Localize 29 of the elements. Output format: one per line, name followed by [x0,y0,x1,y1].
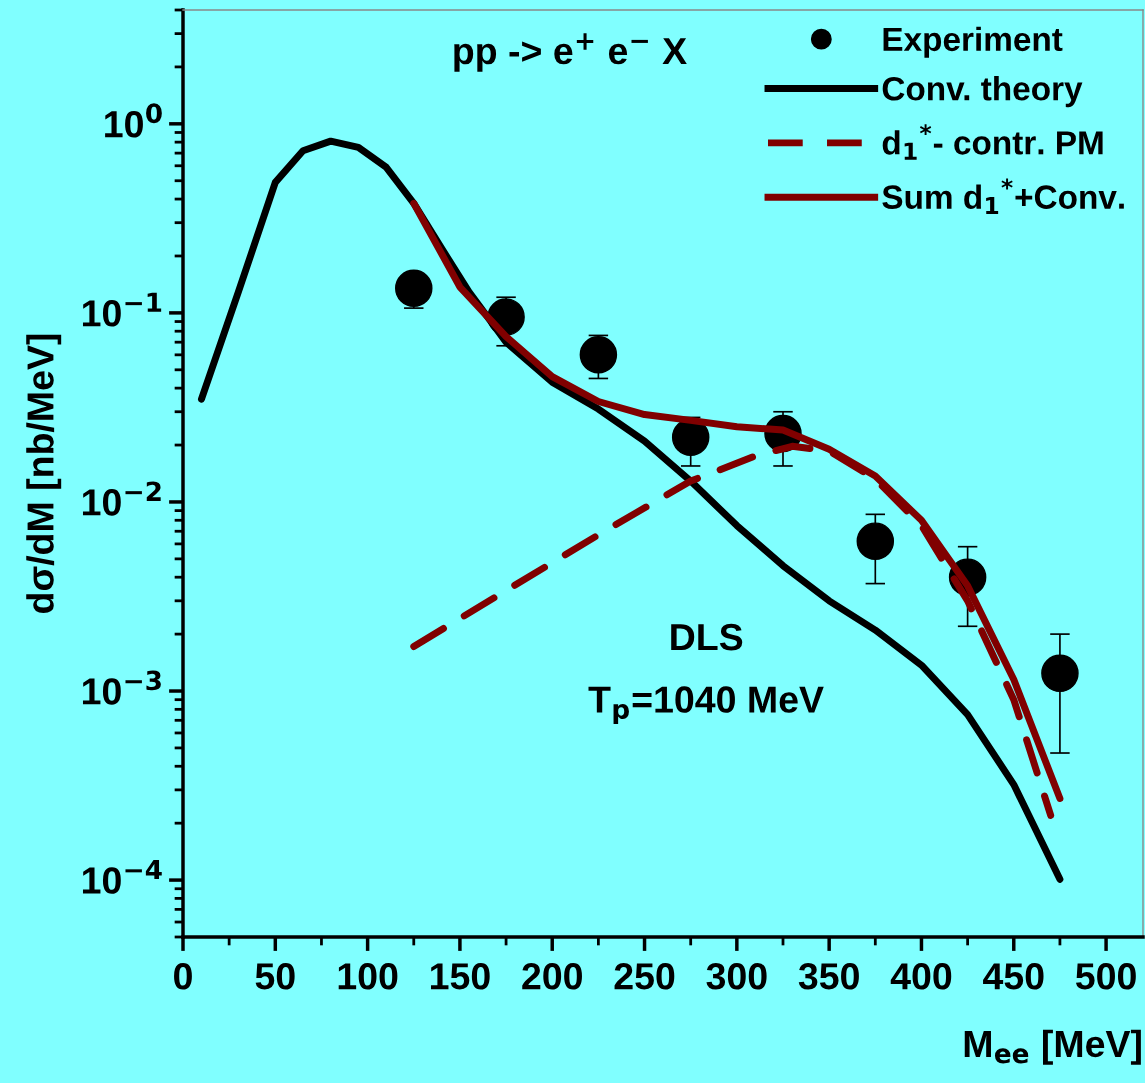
y-tick-label: 10$^{−3}$ [82,670,161,705]
annotation: DLS [671,623,743,651]
legend-label: Conv. theory [882,76,1083,108]
x-tick-label: 300 [706,962,767,990]
annotation: T$_{p}$=1040 MeV [588,686,824,725]
x-tick-label: 450 [983,962,1044,990]
y-tick-label: 10$^{−4}$ [82,859,162,894]
point [395,269,433,308]
x-tick-label: 400 [890,962,952,990]
x-tick-label: 250 [614,962,675,990]
annotation: pp -> e$^{+}$ e$^{−}$ X [454,33,687,72]
point [856,522,895,560]
point [579,336,618,374]
x-tick-label: 350 [798,962,859,990]
legend-label: d$_{1}$$^{*}$- contr. PM [882,124,1103,160]
x-tick-label: 50 [255,962,295,990]
y-axis-title: dσ/dM [nb/MeV] [26,334,62,613]
x-tick-label: 150 [431,962,490,990]
x-axis-title: M$_{ee}$ [MeV] [964,1029,1141,1065]
legend-label: Sum d$_{1}$$^{*}$+Conv. [882,178,1124,215]
y-tick-label: 10$^{0}$ [105,103,162,138]
x-tick-label: 200 [522,962,582,990]
y-tick-label: 10$^{−1}$ [82,292,162,327]
y-tick-label: 10$^{−2}$ [82,481,161,516]
x-tick-label: 100 [338,962,398,990]
legend-label: Experiment [883,26,1063,58]
x-tick-label: 0 [174,962,192,990]
x-tick-label: 500 [1075,962,1136,990]
point [1041,654,1079,693]
